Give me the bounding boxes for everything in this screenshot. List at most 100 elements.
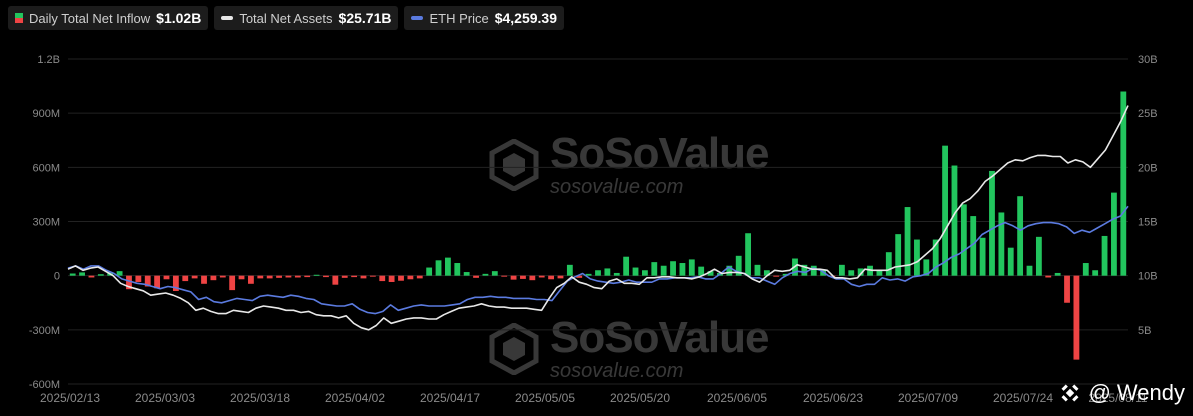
inflow-bar bbox=[304, 275, 311, 278]
inflow-bar bbox=[332, 275, 339, 285]
inflow-bar bbox=[904, 207, 911, 276]
x-tick-label: 2025/04/02 bbox=[325, 391, 385, 405]
inflow-bar bbox=[360, 275, 367, 279]
y-left-tick-label: -300M bbox=[29, 325, 60, 337]
inflow-bar bbox=[1017, 196, 1024, 276]
legend-assets-value: $25.71B bbox=[338, 10, 392, 26]
inflow-bar bbox=[435, 260, 442, 276]
inflow-bar bbox=[388, 275, 395, 282]
inflow-bar bbox=[491, 271, 498, 276]
total-net-assets-line bbox=[67, 105, 1129, 331]
inflow-bar bbox=[707, 271, 714, 276]
legend-inflow[interactable]: Daily Total Net Inflow $1.02B bbox=[8, 6, 209, 30]
inflow-swatch-icon bbox=[15, 13, 23, 23]
x-tick-label: 2025/05/05 bbox=[515, 391, 575, 405]
inflow-bar bbox=[463, 272, 470, 276]
y-right-tick-label: 15B bbox=[1138, 217, 1158, 229]
inflow-bar bbox=[998, 212, 1005, 276]
inflow-bar bbox=[754, 264, 761, 276]
inflow-bar bbox=[857, 268, 864, 276]
inflow-bar bbox=[351, 275, 358, 278]
inflow-bar bbox=[510, 275, 517, 280]
legend-eth[interactable]: ETH Price $4,259.39 bbox=[404, 6, 564, 30]
inflow-bar bbox=[970, 216, 977, 276]
watermark-name: SoSoValue bbox=[550, 313, 769, 362]
inflow-bar bbox=[163, 275, 170, 280]
inflow-bar bbox=[942, 145, 948, 276]
inflow-bar bbox=[1101, 235, 1108, 276]
inflow-bar bbox=[557, 275, 564, 279]
inflow-bar bbox=[116, 271, 123, 276]
inflow-bar bbox=[257, 275, 264, 279]
credit-at: @ bbox=[1088, 380, 1111, 405]
inflow-bar bbox=[88, 275, 95, 278]
y-right-tick-label: 5B bbox=[1138, 325, 1151, 337]
binance-logo-icon bbox=[1061, 384, 1079, 402]
legend-inflow-value: $1.02B bbox=[156, 10, 202, 26]
y-left-tick-label: 600M bbox=[32, 162, 60, 174]
inflow-bar bbox=[763, 270, 770, 276]
legend-assets[interactable]: Total Net Assets $25.71B bbox=[214, 6, 399, 30]
watermark-bottom: SoSoValue sosovalue.com bbox=[488, 313, 769, 382]
inflow-bar bbox=[276, 275, 282, 278]
inflow-bar bbox=[323, 275, 329, 278]
inflow-bar bbox=[576, 275, 583, 278]
inflow-bar bbox=[660, 265, 667, 276]
inflow-bar bbox=[820, 270, 827, 276]
chart-legend: Daily Total Net Inflow $1.02B Total Net … bbox=[8, 6, 564, 30]
inflow-bar bbox=[210, 275, 217, 281]
inflow-bar bbox=[313, 274, 320, 276]
inflow-bar bbox=[238, 275, 245, 280]
inflow-bar bbox=[885, 252, 892, 276]
inflow-bar bbox=[585, 273, 592, 276]
inflow-bar bbox=[670, 261, 676, 276]
inflow-bar bbox=[548, 275, 555, 280]
inflow-bar bbox=[266, 275, 273, 279]
inflow-bar bbox=[520, 275, 526, 279]
inflow-bar bbox=[745, 233, 751, 276]
inflow-bar bbox=[848, 270, 855, 276]
inflow-bar bbox=[126, 275, 132, 290]
legend-assets-label: Total Net Assets bbox=[239, 10, 333, 26]
inflow-bar bbox=[698, 266, 705, 276]
inflow-bar bbox=[595, 270, 601, 276]
inflow-bar bbox=[979, 237, 986, 276]
inflow-bar bbox=[679, 263, 686, 276]
legend-eth-label: ETH Price bbox=[429, 10, 489, 26]
inflow-bar bbox=[219, 275, 226, 278]
inflow-bar bbox=[566, 264, 573, 276]
x-tick-label: 2025/05/20 bbox=[610, 391, 670, 405]
inflow-bar bbox=[369, 275, 376, 277]
x-tick-label: 2025/07/24 bbox=[993, 391, 1053, 405]
inflow-bar bbox=[482, 273, 489, 276]
inflow-bar bbox=[1073, 275, 1080, 360]
inflow-bar bbox=[501, 275, 508, 277]
x-tick-label: 2025/04/17 bbox=[420, 391, 480, 405]
watermark-site: sosovalue.com bbox=[550, 360, 684, 382]
inflow-bar bbox=[895, 234, 902, 276]
watermark-site: sosovalue.com bbox=[550, 176, 684, 198]
x-tick-label: 2025/03/18 bbox=[230, 391, 290, 405]
inflow-bar bbox=[538, 275, 545, 278]
inflow-bar bbox=[951, 165, 958, 276]
inflow-bar bbox=[688, 259, 695, 276]
inflow-bar bbox=[407, 275, 414, 280]
inflow-bar bbox=[529, 275, 536, 281]
inflow-bar bbox=[1007, 247, 1014, 276]
inflow-bar bbox=[229, 275, 236, 291]
inflow-bar bbox=[454, 263, 461, 276]
inflow-bar bbox=[1120, 91, 1127, 276]
inflow-bar bbox=[445, 257, 451, 276]
inflow-bar bbox=[613, 272, 620, 276]
inflow-bar bbox=[398, 275, 404, 281]
credit-name: Wendy bbox=[1116, 380, 1185, 405]
inflow-bar bbox=[726, 265, 733, 276]
inflow-bar bbox=[782, 273, 789, 276]
inflow-bar bbox=[1064, 275, 1070, 303]
inflow-bar bbox=[960, 204, 967, 276]
inflow-bar bbox=[426, 267, 433, 276]
inflow-bar bbox=[1035, 236, 1042, 276]
inflow-bar bbox=[1082, 263, 1089, 276]
x-tick-label: 2025/03/03 bbox=[135, 391, 195, 405]
